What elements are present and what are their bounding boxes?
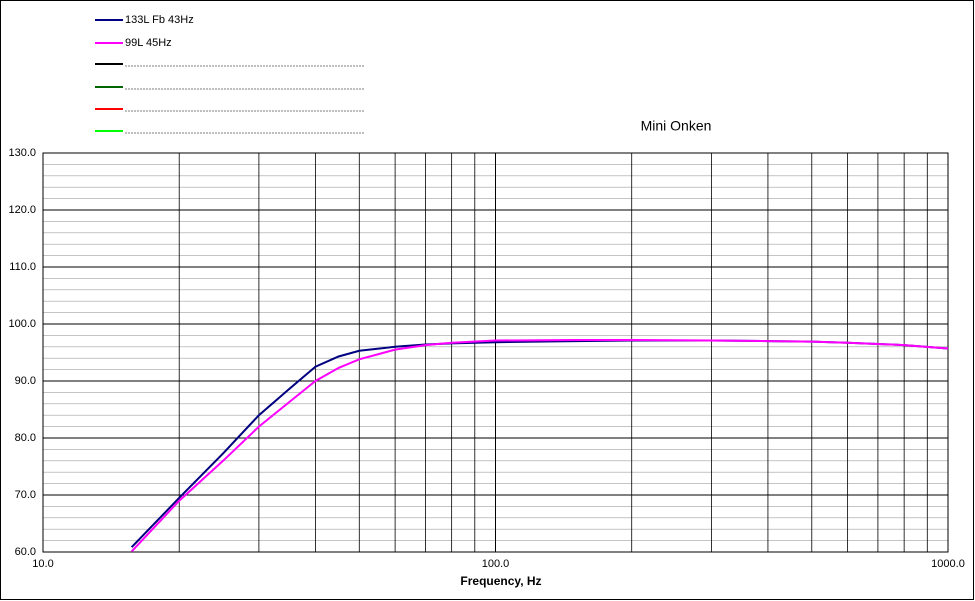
x-axis-title: Frequency, Hz [460,574,541,588]
chart-title: Mini Onken [641,118,712,134]
y-tick-label: 70.0 [15,489,36,501]
y-tick-label: 130.0 [8,147,36,159]
legend-label: 99L 45Hz [125,37,172,49]
y-tick-label: 110.0 [9,261,36,273]
y-tick-label: 120.0 [8,204,36,216]
y-tick-label: 90.0 [15,375,36,387]
x-tick-label: 10.0 [32,558,53,570]
y-tick-label: 80.0 [15,432,36,444]
x-tick-label: 100.0 [482,558,510,570]
legend-label: 133L Fb 43Hz [125,14,194,26]
y-tick-label: 60.0 [15,546,36,558]
y-tick-label: 100.0 [8,318,36,330]
series-line [130,338,949,553]
empty-legend-entries [95,63,365,134]
plot-border [42,152,949,553]
x-tick-label: 1000.0 [931,558,965,570]
